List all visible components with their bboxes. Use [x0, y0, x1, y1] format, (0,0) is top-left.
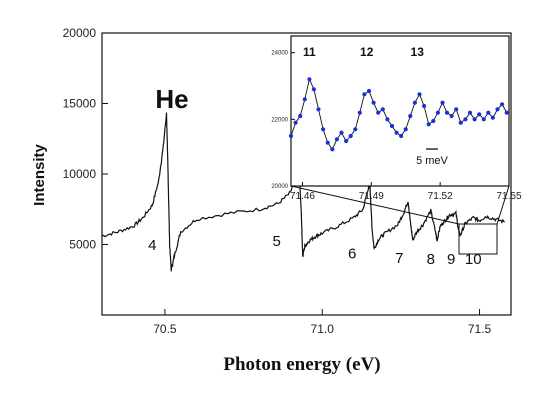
inset-data-point [311, 87, 316, 92]
y-tick-label: 10000 [63, 167, 97, 181]
x-tick-label: 70.5 [153, 322, 177, 336]
y-tick-label: 5000 [69, 238, 96, 252]
zoom-region-box [458, 223, 498, 255]
peak-label: 5 [272, 233, 280, 250]
scale-bar-label: 5 meV [416, 155, 448, 167]
inset-data-point [481, 117, 486, 122]
inset-data-point [389, 123, 395, 129]
inset-data-point [444, 110, 450, 115]
inset-data-point [467, 110, 473, 115]
inset-data-point [353, 127, 358, 132]
inset-data-point [293, 120, 298, 125]
inset-data-point [334, 137, 339, 142]
inset-x-tick-label: 71.46 [290, 191, 315, 202]
inset-data-point [339, 130, 344, 135]
inset-data-point [288, 133, 294, 139]
inset-data-point [394, 130, 399, 135]
inset-data-point [380, 107, 385, 112]
inset-peak-labels: 11 12 13 [303, 45, 424, 59]
peak-label: 9 [447, 251, 455, 268]
inset-peak-label: 11 [303, 45, 316, 59]
inset-data-point [463, 117, 468, 122]
inset-peak-label: 12 [360, 45, 374, 59]
inset-data-point [302, 97, 307, 102]
inset-data-point [325, 140, 330, 145]
chart-title: He [155, 84, 188, 114]
inset-y-tick-label: 20000 [271, 184, 288, 190]
inset-data-point [490, 115, 495, 120]
inset-data-point [330, 147, 335, 152]
inset-x-tick-label: 71.49 [359, 191, 384, 202]
inset-x-tick-label: 71.52 [428, 191, 453, 202]
inset-background [291, 36, 509, 186]
inset-data-point [366, 88, 372, 94]
inset-data-point [422, 103, 427, 109]
inset-data-point [376, 110, 381, 115]
zoom-connector-right [496, 185, 510, 225]
peak-label: 10 [465, 251, 482, 268]
y-tick-label: 20000 [63, 26, 97, 40]
inset-y-tick-label: 24000 [271, 51, 288, 57]
inset-x-tick-label: 71.55 [496, 191, 521, 202]
peak-label: 8 [427, 251, 435, 268]
inset-data-point [454, 107, 459, 112]
inset-data-point [307, 77, 312, 82]
inset-plot-frame [290, 35, 510, 187]
inset-y-tick-label: 22000 [271, 117, 288, 123]
inset-data-point [440, 100, 445, 105]
inset-data-point [412, 100, 417, 105]
inset-data-point [344, 138, 349, 144]
inset-data-point [316, 107, 321, 112]
inset-data-point [385, 117, 390, 122]
x-axis-title: Photon energy (eV) [223, 354, 380, 375]
inset-peak-label: 13 [411, 45, 425, 59]
main-spectrum-line [101, 112, 505, 272]
inset-data-point [435, 110, 440, 115]
inset-data-point [403, 127, 408, 132]
peak-label: 7 [395, 250, 403, 267]
inset-data-point [472, 117, 477, 122]
inset-data-point [500, 102, 505, 107]
peak-label: 4 [148, 237, 156, 254]
inset-data-point [357, 110, 362, 115]
inset-data-point [477, 112, 482, 117]
inset-data-point [504, 110, 509, 115]
inset-data-point [426, 122, 431, 127]
y-axis-title: Intensity [31, 144, 48, 206]
inset-data-point [321, 127, 326, 132]
inset-data-point [362, 92, 367, 97]
zoom-connector-left [290, 185, 460, 225]
inset-data-point [458, 120, 463, 125]
inset-axis-ticks: 71.46 71.49 71.52 71.55 20000 22000 24000 [271, 51, 522, 202]
inset-data-point [399, 133, 404, 139]
inset-data-point [431, 118, 436, 124]
inset-data-point [371, 100, 376, 105]
y-tick-label: 15000 [63, 97, 97, 111]
inset-data-point [486, 110, 491, 115]
inset-data-point [417, 92, 422, 97]
inset-data-point [495, 107, 500, 112]
inset-data-point [449, 113, 454, 119]
x-tick-label: 71.5 [468, 322, 492, 336]
inset-data-point [408, 113, 413, 119]
main-axis-ticks: 70.5 71.0 71.5 5000 10000 15000 20000 [63, 26, 492, 336]
peak-label: 6 [348, 246, 356, 263]
main-series-group [101, 112, 505, 272]
inset-data-point [348, 133, 353, 139]
inset-series-group [288, 77, 509, 152]
main-peak-labels: 4 5 6 7 8 9 10 [148, 233, 481, 268]
inset-data-point [298, 113, 303, 119]
x-tick-label: 71.0 [311, 322, 335, 336]
